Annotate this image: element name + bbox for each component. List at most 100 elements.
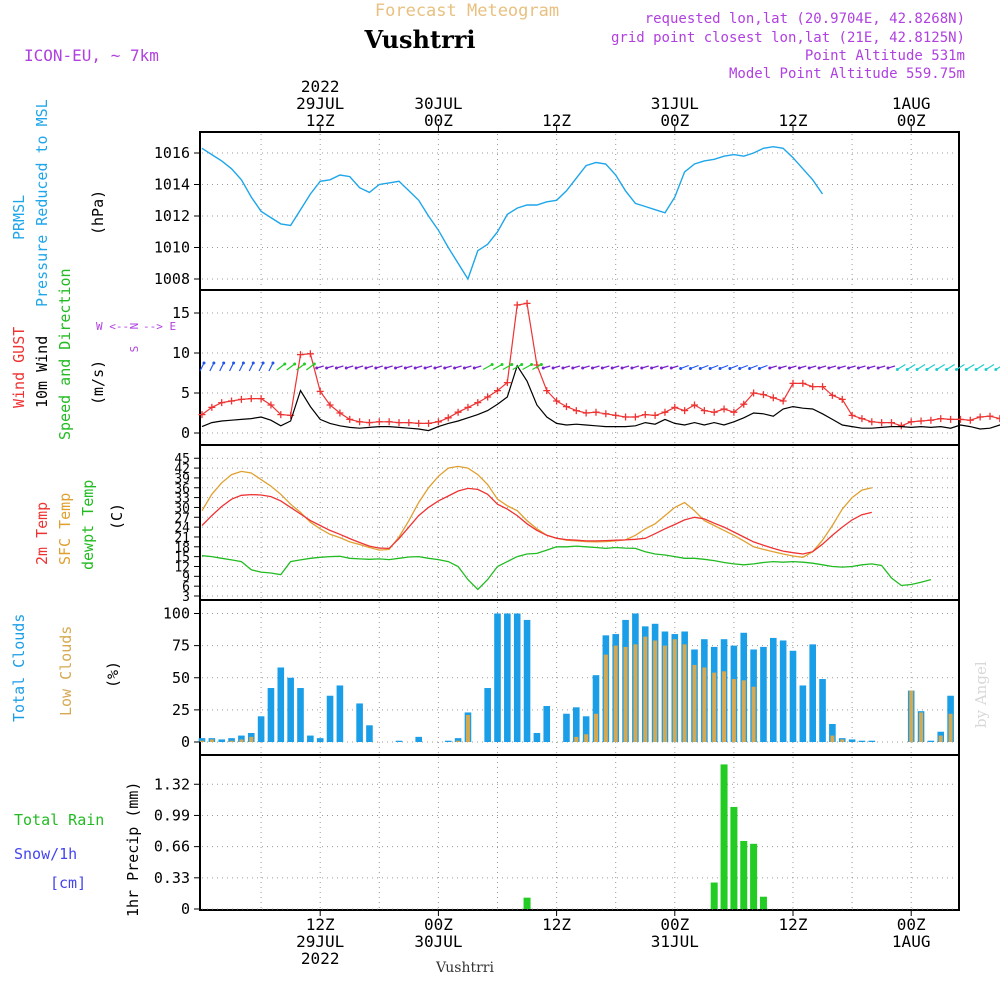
rain-bar [710,882,718,909]
wind-arrow [276,363,286,371]
total-cloud-bar [277,667,285,742]
t-label-top: 31JUL [651,94,699,113]
wind-arrow [286,363,296,371]
wind-arrow-head [866,366,870,370]
total-cloud-bar [316,738,324,742]
t-label-bottom: 29JUL [296,932,344,951]
total-cloud-bar [592,675,600,742]
wind-arrow-head [847,366,851,370]
t-label-bottom: 1AUG [892,932,931,951]
wind-arrow [926,363,936,371]
wind-arrow-head [394,366,397,370]
gust-marker [838,395,846,403]
wind-arrow-head [423,366,427,370]
temp-unit: (C) [108,503,126,530]
wind-arrow [305,363,315,371]
gust-marker [888,419,895,427]
rain-bar [740,840,748,909]
y-tick-label: 1008 [154,270,190,288]
y-tick-label: 1014 [154,176,190,194]
low-cloud-bar [584,734,589,742]
rain-labels: Total Rain Snow/1h [cm] 1hr Precip (mm) [14,782,142,917]
t-label-top: 29JUL [296,94,344,113]
wind-arrow-head [510,363,514,366]
wind-arrow-head [876,366,880,370]
rain-bar [730,806,738,909]
gust-marker [976,413,984,421]
snow-label: Snow/1h [14,845,77,863]
gust-marker [523,299,531,307]
wind-arrow-head [610,366,614,370]
y-tick-label: 0.99 [154,806,190,824]
low-cloud-bar [465,715,470,742]
gust-marker [947,415,955,423]
sfc-temp-line [201,465,872,558]
t2m-line [201,487,872,555]
gust-marker [562,403,570,411]
gust-marker [661,408,669,416]
wind-arrow-head [251,361,255,365]
wind-arrow-head [738,367,742,370]
wind-arrow-head [718,367,722,370]
low-cloud-bar [623,646,628,742]
gust-marker [819,383,827,391]
low-cloud-bar [840,739,845,742]
low-cloud-bar [603,654,608,742]
y-tick-label: 100 [163,605,190,623]
gust-marker [553,397,561,405]
pressure-label-1: PRMSL [10,195,28,240]
y-tick-label: 15 [174,551,190,566]
y-tick-label: 3 [182,590,190,605]
gust-marker [996,415,1000,423]
low-cloud-bar [731,679,736,742]
y-tick-label: 0 [181,900,190,918]
wind-arrow-head [384,366,388,370]
wind-arrow [512,363,522,371]
gust-marker [927,416,935,424]
wind-arrow-head [964,368,968,371]
wind-arrow [482,363,493,371]
gust-marker [700,407,708,415]
gust-marker [956,415,964,423]
gust-marker [828,391,836,399]
compass-south: S [128,346,141,353]
wind-label: 10m Wind [33,336,51,408]
total-cloud-bar [582,716,590,742]
total-cloud-bar [573,707,580,742]
y-tick-label: 12 [174,560,190,575]
t-label-bottom: 00Z [424,915,453,934]
y-tick-label: 1.32 [154,775,190,793]
rain-label: Total Rain [14,811,104,829]
gust-marker [257,395,265,403]
gust-marker [759,391,767,399]
t-label-top: 00Z [660,111,689,130]
rain-bar [759,896,767,909]
wind-arrow-head [600,366,604,370]
wind-arrow [296,363,305,371]
low-cloud-bar [653,640,658,742]
y-tick-label: 39 [174,472,190,487]
wind-unit: (m/s) [89,360,107,405]
wind-arrow-head [500,363,504,366]
total-cloud-bar [326,695,334,742]
total-cloud-bar [444,740,452,742]
y-tick-label: 50 [172,669,190,687]
rain-bar [750,843,758,909]
gust-marker [395,419,403,427]
gust-marker [878,419,886,427]
gust-marker [641,411,649,419]
wind-arrow-head [541,366,545,370]
precip-unit: 1hr Precip (mm) [124,782,142,917]
total-cloud-bar [523,619,531,742]
y-tick-label: 33 [174,492,190,507]
low-cloud-label: Low Clouds [57,626,75,716]
t-label-bottom: 30JUL [414,932,462,951]
wind-arrow-head [462,366,466,370]
total-cloud-bar [513,613,521,742]
total-cloud-bar [366,725,373,742]
panel-frames [199,131,960,911]
gust-marker [789,379,797,387]
wind-arrow-head [325,366,329,370]
wind-arrow-head [241,361,245,365]
wind-arrow-head [807,366,811,370]
